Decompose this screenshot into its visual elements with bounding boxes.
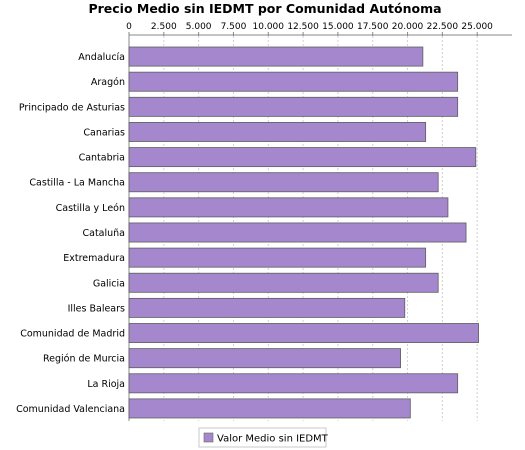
category-label: Castilla y León bbox=[56, 203, 125, 214]
category-label: Aragón bbox=[91, 77, 125, 88]
bar bbox=[128, 46, 424, 67]
category-label: Cataluña bbox=[82, 228, 125, 239]
bar bbox=[128, 398, 411, 419]
chart-title: Precio Medio sin IEDMT por Comunidad Aut… bbox=[88, 1, 441, 16]
bar bbox=[128, 247, 427, 268]
bar bbox=[128, 172, 439, 193]
bar bbox=[128, 297, 406, 318]
category-label: Extremadura bbox=[63, 253, 125, 264]
bar bbox=[128, 71, 459, 92]
x-tick-label: 20.000 bbox=[392, 22, 424, 32]
category-label: Castilla - La Mancha bbox=[29, 178, 125, 189]
legend-box bbox=[198, 427, 327, 448]
category-label: Comunidad de Madrid bbox=[20, 329, 125, 340]
category-label: Canarias bbox=[83, 127, 125, 138]
x-tick-label: 12.500 bbox=[287, 22, 319, 32]
bar bbox=[128, 323, 479, 343]
bars bbox=[128, 46, 479, 419]
category-label: La Rioja bbox=[87, 379, 125, 390]
category-label: Principado de Asturias bbox=[19, 102, 125, 113]
category-label: Comunidad Valenciana bbox=[16, 404, 125, 415]
bar bbox=[128, 122, 427, 142]
x-tick-label: 22.500 bbox=[427, 22, 459, 32]
bar bbox=[128, 147, 477, 168]
bar bbox=[128, 272, 439, 293]
category-label: Illes Balears bbox=[68, 303, 125, 314]
legend: Valor Medio sin IEDMT bbox=[198, 427, 329, 448]
category-label: Andalucía bbox=[78, 52, 125, 63]
legend-swatch bbox=[203, 432, 214, 443]
bar bbox=[128, 222, 467, 243]
bar bbox=[128, 348, 401, 369]
x-tick-label: 7.500 bbox=[221, 22, 247, 32]
x-tick-label: 5.000 bbox=[186, 22, 212, 32]
bar bbox=[128, 96, 459, 117]
category-labels: Andalucía Aragón Principado de Asturias Can… bbox=[16, 52, 125, 415]
bar bbox=[128, 373, 459, 394]
category-label: Galicia bbox=[93, 278, 125, 289]
x-tick-label: 15.000 bbox=[322, 22, 354, 32]
x-tick-label: 2.500 bbox=[151, 22, 177, 32]
x-tick-label: 10.000 bbox=[253, 22, 285, 32]
category-label: Cantabria bbox=[79, 153, 125, 164]
x-tick-label: 25.000 bbox=[461, 22, 493, 32]
bar bbox=[128, 197, 449, 218]
x-tick-label: 0 bbox=[126, 22, 132, 32]
x-tick-label: 17.500 bbox=[357, 22, 389, 32]
legend-label: Valor Medio sin IEDMT bbox=[217, 434, 329, 445]
category-label: Región de Murcia bbox=[43, 354, 125, 365]
